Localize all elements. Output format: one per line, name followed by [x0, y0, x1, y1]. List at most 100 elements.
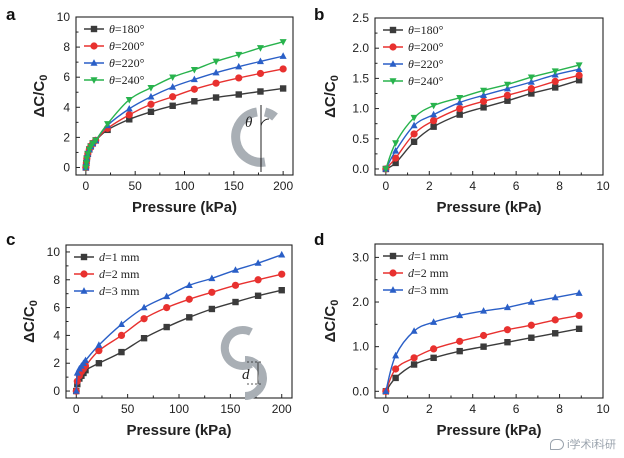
chart-panel-c: c 0 50 100 150 200 0 2 4 6 8 10 Pressure (kPa) ΔC/C0 d…: [6, 230, 293, 439]
y-tick-label: 3.0: [352, 250, 369, 264]
data-point: [89, 140, 97, 148]
data-point: [480, 91, 488, 99]
data-point: [410, 130, 418, 138]
data-point: [279, 65, 287, 73]
data-point: [430, 123, 437, 130]
data-point: [163, 323, 170, 331]
data-point: [575, 76, 583, 84]
data-point: [456, 311, 464, 319]
data-point: [410, 361, 418, 368]
x-tick-label: 100: [174, 179, 194, 193]
series-line: [75, 289, 282, 392]
inset-split-ring: θ: [231, 105, 278, 172]
chart-panel-b: b 0 2 4 6 8 10 0.0 0.5 1.0 1.5 2.0 2.5 Pressure (kPa)…: [314, 5, 610, 216]
data-point: [231, 266, 240, 273]
series-d-3: [382, 289, 583, 395]
x-tick-label: 2: [426, 179, 433, 193]
plot-frame: [374, 243, 604, 399]
series-b-4: [382, 62, 583, 173]
y-tick-label: 2: [63, 130, 70, 144]
data-point: [169, 74, 177, 82]
y-tick-label: 4: [53, 328, 60, 342]
data-point: [503, 303, 511, 311]
data-point: [456, 337, 464, 345]
series-line: [385, 64, 580, 170]
series-line: [385, 79, 580, 170]
legend-label: d=1 mm: [408, 249, 449, 263]
legend-swatch-marker: [90, 77, 98, 84]
data-point: [82, 164, 90, 172]
data-point: [279, 52, 287, 59]
data-point: [527, 85, 535, 93]
inset-label: d: [242, 367, 250, 383]
x-tick-label: 8: [556, 402, 563, 416]
data-point: [190, 66, 198, 74]
data-point: [147, 100, 155, 108]
series-line: [385, 74, 580, 170]
data-point: [140, 334, 148, 342]
data-point: [410, 354, 418, 362]
data-point: [235, 74, 243, 82]
x-tick-label: 200: [272, 402, 292, 416]
legend-label: θ=200°: [408, 40, 444, 54]
y-tick-label: 6: [53, 301, 60, 315]
data-point: [169, 102, 176, 109]
legend-swatch-marker: [389, 252, 397, 260]
data-point: [212, 94, 220, 101]
data-point: [382, 387, 390, 395]
data-point: [456, 104, 464, 113]
data-point: [278, 270, 286, 278]
data-point: [382, 166, 390, 173]
x-tick-label: 50: [129, 179, 143, 193]
y-axis-title: ΔC/C0: [322, 300, 341, 343]
x-tick-label: 0: [83, 179, 90, 193]
x-tick-label: 200: [273, 179, 293, 193]
data-point: [190, 85, 198, 93]
data-point: [575, 325, 583, 333]
x-tick-label: 150: [220, 402, 240, 416]
data-point: [279, 85, 287, 92]
legend-label: θ=180°: [408, 23, 444, 37]
data-point: [140, 315, 148, 323]
data-point: [480, 104, 487, 111]
x-axis-title: Pressure (kPa): [126, 422, 231, 439]
legend-label: d=3 mm: [99, 284, 140, 298]
data-point: [169, 93, 177, 101]
data-point: [479, 331, 488, 340]
data-point: [163, 303, 171, 312]
data-point: [503, 81, 511, 89]
series-line: [385, 314, 580, 392]
legend-label: θ=240°: [109, 73, 145, 87]
data-point: [392, 147, 400, 154]
y-tick-label: 1.0: [352, 102, 369, 116]
chart-panel-d: d 0 2 4 6 8 10 0.0 1.0 2.0 3.0 Pressure (kPa) ΔC/C0 d…: [314, 230, 610, 439]
data-point: [185, 281, 193, 289]
data-point: [185, 295, 193, 303]
data-point: [410, 114, 418, 122]
data-point: [479, 97, 488, 105]
series-a-4: [82, 39, 287, 172]
data-point: [430, 102, 438, 110]
data-point: [575, 311, 583, 320]
data-point: [392, 351, 400, 359]
legend-label: d=2 mm: [99, 267, 140, 281]
x-tick-label: 50: [121, 402, 135, 416]
data-point: [212, 68, 220, 76]
data-point: [410, 138, 418, 145]
x-tick-label: 2: [426, 402, 433, 416]
data-point: [552, 330, 559, 337]
data-point: [104, 121, 112, 128]
data-point: [456, 347, 463, 355]
legend-b: θ=180° θ=200° θ=220° θ=240°: [383, 23, 444, 88]
x-axis-title: Pressure (kPa): [436, 422, 541, 439]
data-point: [254, 292, 262, 299]
y-tick-label: 2: [53, 356, 60, 370]
y-tick-label: 1.5: [352, 71, 369, 85]
data-point: [212, 58, 220, 66]
data-point: [212, 79, 220, 87]
chat-bubble-icon: [550, 438, 565, 450]
legend-swatch-marker: [389, 60, 397, 67]
data-point: [456, 94, 464, 102]
series-line: [385, 292, 580, 392]
